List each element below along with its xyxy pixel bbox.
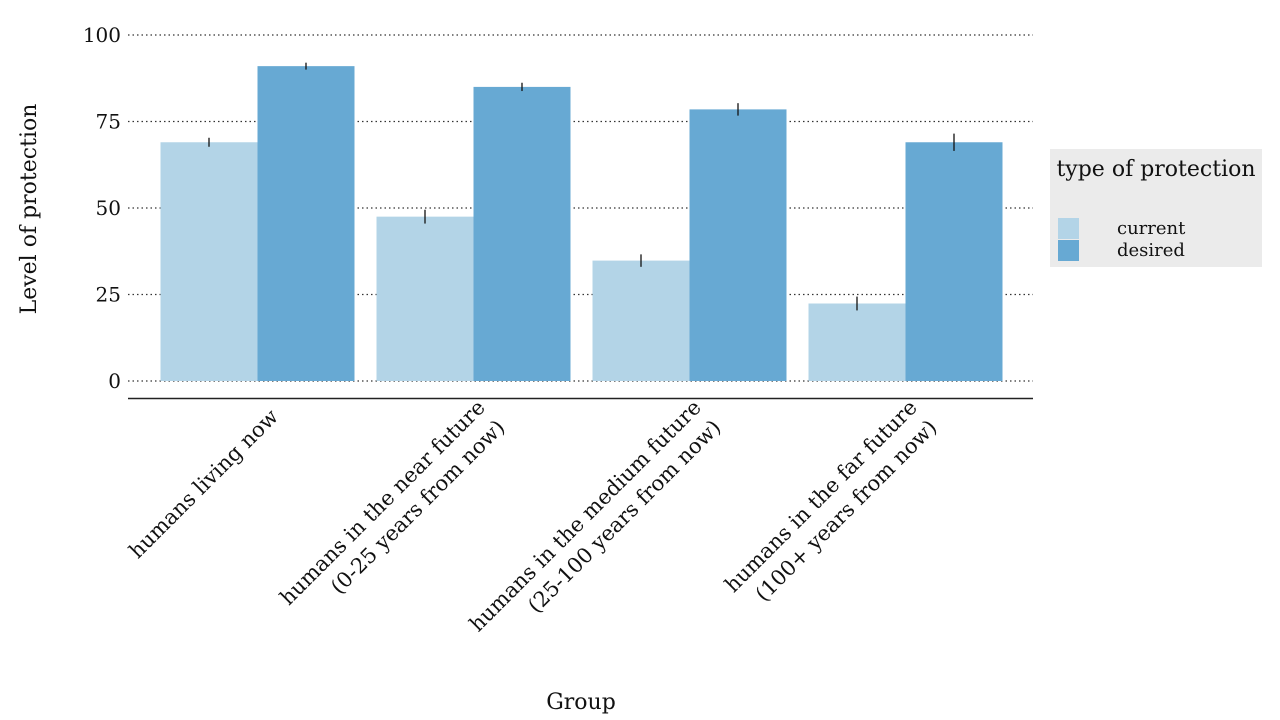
y-axis-ticks: 0 25 50 75 100 <box>83 23 121 393</box>
category-label: humans in the far future <box>720 395 922 597</box>
bar-desired <box>257 66 355 381</box>
category-label: (0-25 years from now) <box>326 415 510 599</box>
x-axis-title: Group <box>546 690 616 715</box>
bar-desired <box>689 109 787 381</box>
y-axis-title: Level of protection <box>17 104 42 315</box>
bar-current <box>160 142 258 381</box>
category-label: (100+ years from now) <box>751 415 942 606</box>
bar-current <box>592 260 690 381</box>
category-label: humans living now <box>124 405 283 564</box>
y-tick-label: 75 <box>96 110 121 134</box>
y-tick-label: 100 <box>83 23 121 47</box>
category-label: (25-100 years from now) <box>523 415 726 618</box>
bar-desired <box>473 86 571 382</box>
bar-current <box>376 216 474 381</box>
legend-swatch-current <box>1058 218 1079 239</box>
y-tick-label: 50 <box>96 196 121 220</box>
category-label-group: humans in the near future(0-25 years fro… <box>275 395 510 610</box>
bar-desired <box>905 142 1003 381</box>
y-tick-label: 25 <box>96 283 121 307</box>
legend-title: type of protection <box>1056 157 1255 182</box>
bar-current <box>808 303 906 381</box>
bars <box>160 66 1003 382</box>
legend-box <box>1050 149 1262 267</box>
legend-label-desired: desired <box>1117 240 1185 261</box>
error-bars <box>208 62 955 311</box>
y-tick-label: 0 <box>108 369 121 393</box>
legend-swatch-desired <box>1058 240 1079 261</box>
legend: type of protection current desired <box>1050 149 1262 267</box>
category-label-group: humans in the far future(100+ years from… <box>720 395 942 606</box>
category-label: humans in the near future <box>275 395 490 610</box>
category-label-group: humans living now <box>124 405 283 564</box>
legend-label-current: current <box>1117 218 1186 239</box>
